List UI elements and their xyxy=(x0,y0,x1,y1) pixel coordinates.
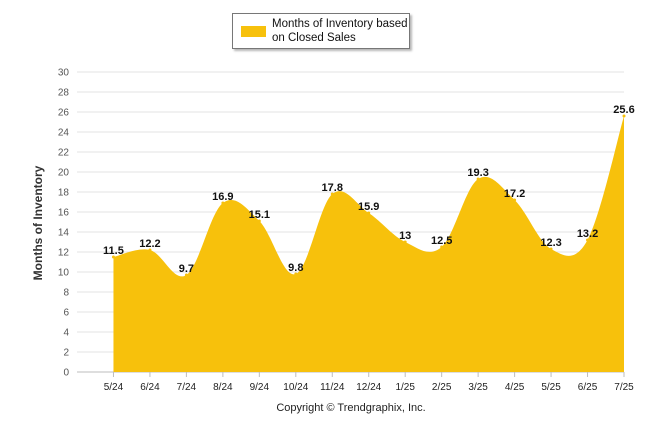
x-tick-label: 6/25 xyxy=(578,382,598,393)
data-point xyxy=(294,272,298,276)
y-axis-label: Months of Inventory xyxy=(31,165,45,280)
data-label: 13 xyxy=(399,230,411,242)
data-label: 17.8 xyxy=(322,182,343,194)
y-tick-label: 24 xyxy=(58,128,70,139)
series-area xyxy=(113,116,624,372)
data-label: 13.2 xyxy=(577,228,598,240)
data-point xyxy=(586,238,590,242)
y-tick-label: 8 xyxy=(63,288,69,299)
data-label: 16.9 xyxy=(212,191,233,203)
y-tick-label: 14 xyxy=(58,228,70,239)
data-point xyxy=(330,192,334,196)
x-tick-label: 3/25 xyxy=(468,382,488,393)
x-tick-label: 8/24 xyxy=(213,382,233,393)
x-tick-label: 5/24 xyxy=(104,382,124,393)
data-point xyxy=(148,248,152,252)
data-label: 15.1 xyxy=(249,209,270,221)
data-label: 25.6 xyxy=(613,104,634,116)
x-tick-label: 4/25 xyxy=(505,382,525,393)
data-label: 12.5 xyxy=(431,235,452,247)
x-tick-label: 12/24 xyxy=(356,382,381,393)
x-tick-label: 11/24 xyxy=(320,382,345,393)
series-area-path xyxy=(113,116,624,372)
y-tick-label: 28 xyxy=(58,88,70,99)
y-tick-label: 16 xyxy=(58,208,70,219)
x-tick-label: 1/25 xyxy=(395,382,415,393)
y-tick-label: 20 xyxy=(58,168,70,179)
data-points xyxy=(111,114,626,277)
data-label: 17.2 xyxy=(504,188,525,200)
data-point xyxy=(111,255,115,259)
y-tick-label: 6 xyxy=(63,308,69,319)
x-axis-ticks: 5/24 6/24 7/24 8/24 9/24 10/24 11/24 12/24 1/25 2… xyxy=(104,372,634,393)
data-label: 9.7 xyxy=(179,263,194,275)
data-label: 9.8 xyxy=(288,262,303,274)
x-tick-label: 5/25 xyxy=(541,382,561,393)
y-tick-label: 22 xyxy=(58,148,70,159)
legend-label: Months of Inventory based on Closed Sale… xyxy=(272,18,408,44)
data-label: 12.3 xyxy=(540,237,561,249)
y-tick-label: 10 xyxy=(58,268,70,279)
data-label: 15.9 xyxy=(358,201,379,213)
y-tick-label: 30 xyxy=(58,68,70,79)
y-tick-label: 26 xyxy=(58,108,70,119)
data-point xyxy=(403,240,407,244)
data-point xyxy=(513,198,517,202)
data-point xyxy=(476,177,480,181)
copyright-text: Copyright © Trendgraphix, Inc. xyxy=(276,402,426,414)
x-tick-label: 10/24 xyxy=(283,382,308,393)
x-tick-label: 6/24 xyxy=(140,382,160,393)
y-tick-label: 4 xyxy=(63,328,69,339)
x-tick-label: 2/25 xyxy=(432,382,452,393)
data-label: 12.2 xyxy=(139,238,160,250)
x-tick-label: 9/24 xyxy=(250,382,270,393)
data-label: 19.3 xyxy=(467,167,488,179)
y-tick-label: 0 xyxy=(63,368,69,379)
y-tick-label: 2 xyxy=(63,348,69,359)
data-point xyxy=(367,211,371,215)
data-point xyxy=(221,201,225,205)
x-tick-label: 7/25 xyxy=(614,382,634,393)
data-point xyxy=(257,219,261,223)
y-tick-label: 18 xyxy=(58,188,70,199)
data-labels: 11.5 12.2 9.7 16.9 15.1 9.8 17.8 15.9 13 12.5 19.3… xyxy=(103,104,635,275)
data-label: 11.5 xyxy=(103,245,124,257)
data-point xyxy=(184,273,188,277)
data-point xyxy=(549,247,553,251)
data-point xyxy=(440,245,444,249)
x-tick-label: 7/24 xyxy=(177,382,197,393)
legend-swatch xyxy=(241,26,266,37)
y-tick-label: 12 xyxy=(58,248,70,259)
data-point xyxy=(622,114,626,118)
chart-legend: Months of Inventory based on Closed Sale… xyxy=(232,13,410,49)
